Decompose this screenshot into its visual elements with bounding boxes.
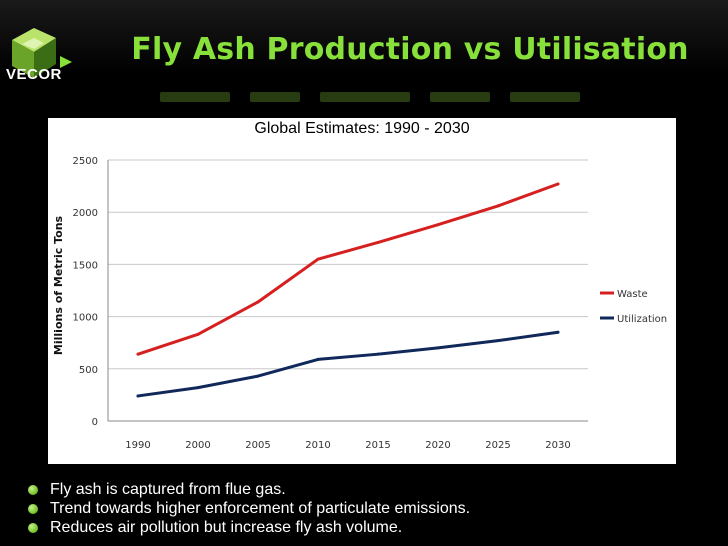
x-tick-label: 2030	[545, 440, 570, 451]
data-point-waste	[376, 240, 380, 244]
legend-label: Utilization	[617, 314, 667, 325]
y-tick-label: 1000	[73, 313, 98, 324]
logo-text: VECOR	[6, 66, 62, 83]
chart-title: Global Estimates: 1990 - 2030	[254, 120, 470, 137]
y-tick-label: 2000	[73, 208, 98, 219]
bullet-text: Fly ash is captured from flue gas.	[50, 481, 286, 498]
x-tick-label: 2025	[485, 440, 510, 451]
bullet-icon	[28, 504, 38, 514]
data-point-utilization	[316, 357, 320, 361]
x-tick-label: 2000	[185, 440, 210, 451]
data-point-waste	[256, 300, 260, 304]
x-tick-label: 2005	[245, 440, 270, 451]
data-point-utilization	[556, 330, 560, 334]
data-point-utilization	[196, 386, 200, 390]
legend-label: Waste	[617, 289, 648, 300]
series-line-waste	[136, 182, 560, 356]
y-tick-label: 0	[92, 417, 98, 428]
y-tick-label: 1500	[73, 260, 98, 271]
bullet-item: Fly ash is captured from flue gas.	[28, 480, 708, 499]
bullet-icon	[28, 523, 38, 533]
data-point-utilization	[376, 352, 380, 356]
y-tick-label: 500	[79, 365, 98, 376]
x-tick-label: 2010	[305, 440, 330, 451]
slide-title: Fly Ash Production vs Utilisation	[131, 32, 689, 67]
line-chart: 0 500 1000 1500 2000 2500 1990 2000 2005 2010 2015…	[52, 156, 667, 451]
chart-panel	[48, 118, 676, 464]
bullet-list: Fly ash is captured from flue gas. Trend…	[28, 480, 708, 537]
data-point-waste	[196, 332, 200, 336]
data-point-waste	[316, 257, 320, 261]
data-point-waste	[436, 223, 440, 227]
data-point-utilization	[256, 374, 260, 378]
bullet-text: Reduces air pollution but increase fly a…	[50, 519, 403, 536]
slide-header: VECOR Fly Ash Production vs Utilisation	[0, 0, 728, 102]
y-tick-label: 2500	[73, 156, 98, 167]
vecor-cube-icon	[12, 28, 72, 78]
data-point-waste	[496, 204, 500, 208]
x-tick-label: 2015	[365, 440, 390, 451]
series-line-utilization	[136, 330, 560, 398]
y-axis-label: Millions of Metric Tons	[52, 215, 65, 355]
title-reflection	[160, 88, 580, 102]
x-tick-label: 2020	[425, 440, 450, 451]
bullet-icon	[28, 485, 38, 495]
data-point-waste	[556, 182, 560, 186]
bullet-item: Reduces air pollution but increase fly a…	[28, 518, 708, 537]
bullet-text: Trend towards higher enforcement of part…	[50, 500, 471, 517]
data-point-utilization	[136, 394, 140, 398]
data-point-utilization	[436, 346, 440, 350]
data-point-utilization	[496, 339, 500, 343]
x-tick-label: 1990	[125, 440, 150, 451]
data-point-waste	[136, 352, 140, 356]
bullet-item: Trend towards higher enforcement of part…	[28, 499, 708, 518]
